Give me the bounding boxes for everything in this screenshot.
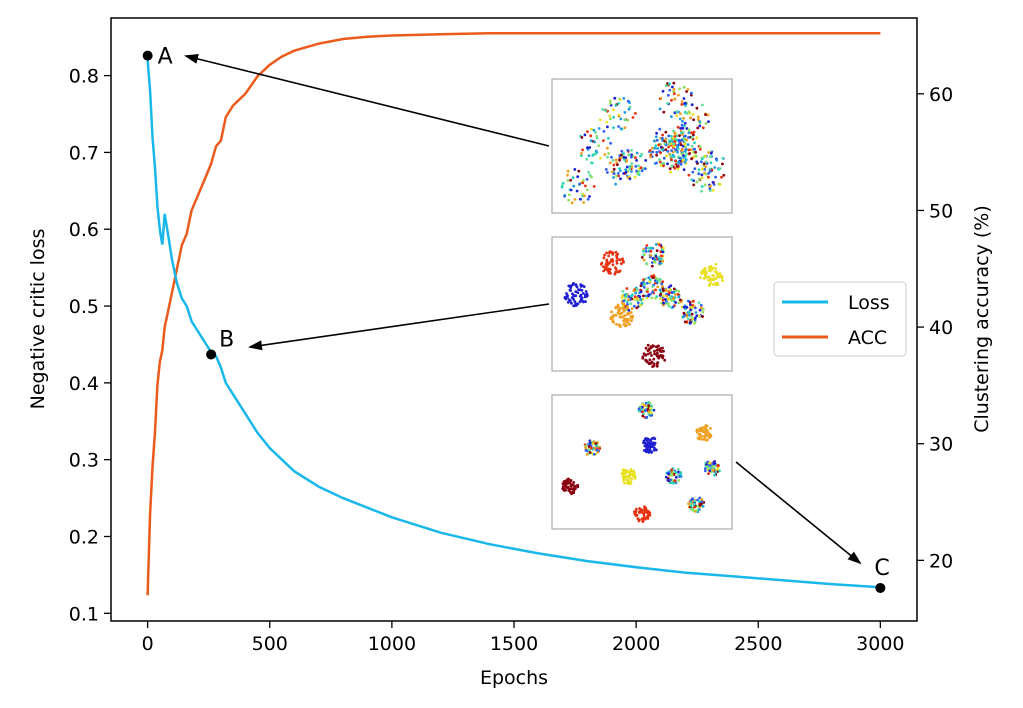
x-tick-label: 1000: [368, 633, 416, 655]
y-axis-right-ticks: 20 30 40 50 60: [917, 84, 953, 572]
y-left-tick-label: 0.1: [69, 603, 99, 625]
embedding-inset-c: [551, 394, 733, 530]
y-right-tick-label: 50: [929, 200, 953, 222]
series-line-loss: [146, 60, 881, 589]
y-axis-right-label: Clustering accuracy (%): [971, 205, 993, 433]
marker-b-label: B: [219, 327, 234, 352]
y-axis-left-label: Negative critic loss: [27, 229, 49, 410]
x-tick-label: 500: [252, 633, 288, 655]
x-tick-label: 0: [142, 633, 154, 655]
legend-label-acc: ACC: [848, 327, 887, 349]
arrow-to-c: [735, 461, 862, 565]
x-tick-label: 2000: [612, 633, 660, 655]
marker-points: A B C: [142, 45, 890, 593]
y-left-tick-label: 0.2: [69, 527, 99, 549]
y-right-tick-label: 60: [929, 84, 953, 106]
y-axis-left-ticks: 0.1 0.2 0.3 0.4 0.5 0.6 0.7 0.8: [69, 66, 111, 625]
y-right-tick-label: 40: [929, 317, 953, 339]
arrow-to-b: [248, 303, 550, 351]
y-left-tick-label: 0.3: [69, 450, 99, 472]
legend: Loss ACC: [773, 281, 907, 357]
y-left-tick-label: 0.7: [69, 142, 99, 164]
x-tick-label: 3000: [856, 633, 904, 655]
y-left-tick-label: 0.6: [69, 219, 99, 241]
y-left-tick-label: 0.8: [69, 66, 99, 88]
x-axis-label: Epochs: [480, 667, 548, 689]
embedding-inset-b: [551, 236, 733, 372]
marker-a-label: A: [158, 45, 173, 70]
y-left-tick-label: 0.4: [69, 373, 99, 395]
arrow-to-a: [184, 54, 550, 147]
x-tick-label: 2500: [734, 633, 782, 655]
y-left-tick-label: 0.5: [69, 296, 99, 318]
y-right-tick-label: 20: [929, 550, 953, 572]
marker-a-dot: [142, 50, 153, 61]
embedding-inset-a: [551, 78, 733, 214]
marker-b-dot: [206, 349, 217, 360]
marker-c-dot: [875, 582, 886, 593]
series-line-acc: [146, 31, 881, 596]
x-tick-label: 1500: [490, 633, 538, 655]
marker-c-label: C: [874, 556, 889, 581]
x-axis-ticks: 0 500 1000 1500 2000 2500 3000: [142, 621, 905, 655]
legend-label-loss: Loss: [848, 292, 890, 314]
y-right-tick-label: 30: [929, 434, 953, 456]
